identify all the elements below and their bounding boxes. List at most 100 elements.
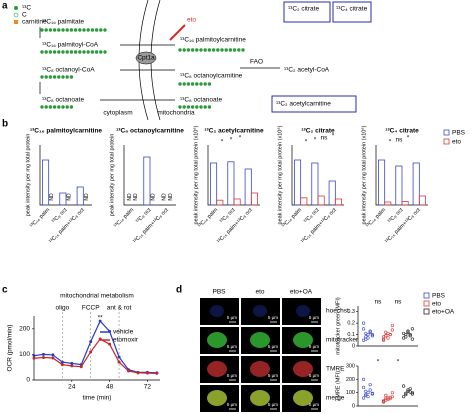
point — [89, 340, 93, 344]
point — [406, 330, 410, 334]
point — [32, 354, 36, 358]
point — [89, 350, 93, 354]
significance-label: * — [332, 133, 335, 140]
point — [370, 391, 375, 395]
carbon-dot — [94, 28, 99, 32]
point — [390, 391, 395, 395]
carbon-dot — [86, 28, 90, 32]
carbon-dot — [99, 28, 103, 32]
carbon-dot — [57, 75, 61, 79]
carbon-dot — [40, 28, 44, 32]
point — [79, 365, 83, 369]
compartment-label: cytoplasm — [103, 110, 132, 117]
point — [390, 323, 395, 328]
bar — [328, 180, 336, 206]
significance-label: ns — [395, 299, 403, 306]
carbon-dot — [182, 48, 186, 52]
y-tick-label: 300 — [346, 363, 355, 369]
scale-label: 5 µm — [309, 402, 319, 407]
point — [404, 391, 408, 395]
carbon-dot — [69, 28, 74, 32]
y-tick-label: 100 — [19, 351, 30, 358]
axis — [39, 145, 92, 206]
carbon-dot — [69, 50, 74, 54]
bar — [216, 199, 224, 206]
y-axis-label: peak intensity per mg total protein (x10… — [276, 125, 283, 224]
node-label: ¹³C₈ octanoate — [180, 97, 222, 104]
bar — [418, 195, 426, 206]
bar — [378, 159, 386, 206]
carbon-dot — [57, 28, 61, 32]
value-label: ND — [127, 193, 133, 201]
node-label: ¹³C₁₆ palmitate — [42, 19, 84, 26]
point — [368, 388, 372, 392]
carbon-dot — [40, 105, 44, 109]
node-label: ¹³C₈ octanoate — [42, 97, 84, 104]
carbon-dot — [78, 50, 82, 54]
bar — [401, 200, 409, 206]
carbon-dot — [203, 82, 207, 86]
significance-label: ns — [321, 135, 329, 142]
significance-label: * — [314, 137, 317, 144]
y-tick-label: 0.1 — [347, 332, 355, 338]
point — [362, 396, 366, 400]
y-axis-label: peak intensity per mg total protein — [109, 134, 115, 217]
series-line — [33, 320, 157, 374]
bar — [233, 198, 241, 206]
scale-label: 5 µm — [227, 402, 237, 407]
panel-label: d — [176, 285, 182, 296]
carbon-dot — [40, 75, 44, 79]
point — [388, 395, 392, 399]
column-label: eto+OA — [290, 289, 313, 296]
cell — [293, 332, 313, 348]
point — [41, 352, 45, 356]
carbon-dot — [44, 28, 48, 32]
inhibitor-label: eto — [187, 17, 196, 24]
chart-title: mitochondrial metabolism — [60, 293, 134, 300]
carbon-dot — [90, 28, 95, 32]
bar — [384, 201, 392, 206]
carbon-dot — [186, 48, 191, 52]
carbon-dot — [69, 75, 74, 79]
carbon-dot — [195, 82, 199, 86]
point — [362, 377, 366, 381]
carbon-dot — [65, 50, 69, 54]
point — [127, 369, 130, 373]
carbon-dot — [103, 28, 107, 32]
point — [368, 330, 372, 334]
point — [406, 388, 410, 392]
bar — [143, 156, 151, 206]
carbon-dot — [52, 50, 57, 54]
legend-label: eto — [452, 139, 461, 146]
scale-label: 5 µm — [227, 344, 237, 349]
node-label: ¹³C₈ octanoylcarnitine — [180, 73, 243, 80]
point — [60, 363, 64, 367]
point — [404, 335, 408, 339]
carbon-dot — [182, 105, 186, 109]
carbon-dot — [48, 75, 53, 79]
significance-label: * — [389, 139, 392, 146]
value-label: ND — [162, 193, 168, 201]
event-label: oligo — [55, 305, 69, 312]
carbon-dot — [99, 50, 103, 54]
carbon-dot — [186, 105, 191, 109]
point — [362, 385, 366, 389]
carbon-dot — [90, 50, 95, 54]
carbon-dot — [220, 48, 224, 52]
y-tick-label: 0.3 — [347, 309, 355, 315]
point — [406, 329, 410, 333]
y-tick-label: 0.2 — [347, 321, 355, 327]
carbon-dot — [103, 50, 107, 54]
significance-label: * — [230, 137, 233, 144]
bar — [300, 197, 308, 206]
point — [384, 334, 388, 338]
point — [408, 332, 412, 337]
scale-label: 5 µm — [309, 315, 319, 320]
legend-label: PBS — [432, 293, 446, 300]
point — [410, 327, 415, 331]
y-axis-label: TMRE (MFI) — [335, 371, 341, 401]
point — [366, 395, 370, 399]
point — [402, 395, 406, 399]
point — [382, 338, 386, 342]
carbon-dot — [78, 28, 82, 32]
